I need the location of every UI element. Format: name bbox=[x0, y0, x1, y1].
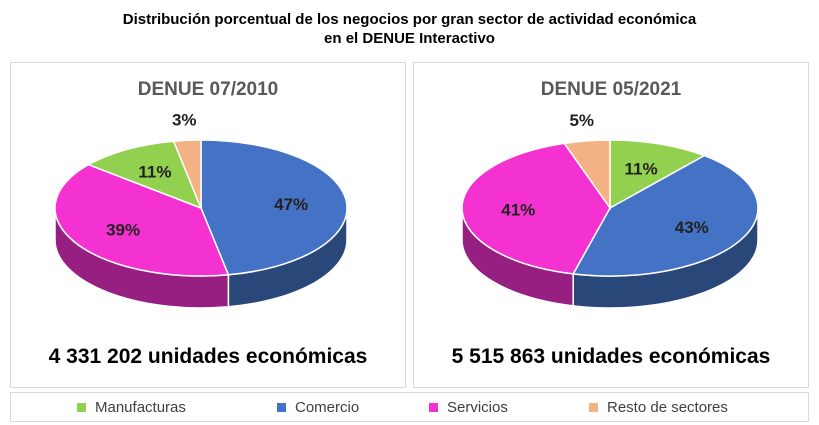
data-label-resto-de-sectores: 5% bbox=[569, 111, 594, 130]
pie-slice-manufacturas bbox=[609, 139, 707, 210]
chart-title: Distribución porcentual de los negocios … bbox=[0, 10, 819, 48]
legend-swatch-servicios bbox=[429, 403, 438, 412]
pie-chart-2021: 11% 43% 41% 5% bbox=[461, 111, 759, 309]
chart-panel-2021: DENUE 05/2021 11% 43% 41% 5% 5 515 863 unid… bbox=[413, 62, 809, 388]
data-label-servicios: 41% bbox=[501, 200, 535, 219]
legend-swatch-comercio bbox=[277, 403, 286, 412]
pie-slice-manufacturas bbox=[86, 140, 203, 210]
data-label-resto-de-sectores: 3% bbox=[172, 110, 197, 129]
pie-slice-comercio bbox=[571, 154, 759, 277]
chart-panel-2010: DENUE 07/2010 47% 39% 11% 3% 4 331 202 unid… bbox=[10, 62, 406, 388]
title-line-1: Distribución porcentual de los negocios … bbox=[122, 11, 697, 28]
data-label-manufacturas: 11% bbox=[625, 159, 658, 178]
data-label-comercio: 43% bbox=[675, 218, 709, 237]
pie-slice-servicios bbox=[461, 142, 611, 275]
data-label-comercio: 47% bbox=[274, 195, 308, 214]
legend-item-servicios: Servicios bbox=[429, 399, 508, 416]
legend: Manufacturas Comercio Servicios Resto de… bbox=[10, 392, 809, 422]
pie-labels: 11% 43% 41% 5% bbox=[501, 111, 709, 237]
legend-item-comercio: Comercio bbox=[277, 399, 359, 416]
units-caption-2021: 5 515 863 unidades económicas bbox=[451, 345, 771, 368]
pie-slice-servicios bbox=[54, 163, 230, 277]
legend-item-manufacturas: Manufacturas bbox=[77, 399, 186, 416]
legend-item-resto: Resto de sectores bbox=[589, 399, 728, 416]
panel-title-2021: DENUE 05/2021 bbox=[540, 79, 682, 100]
pie-top bbox=[54, 139, 348, 277]
pie-labels: 47% 39% 11% 3% bbox=[106, 110, 308, 239]
pie-slice-resto-de-sectores bbox=[172, 139, 202, 209]
data-label-servicios: 39% bbox=[106, 220, 140, 239]
pie-top bbox=[461, 139, 759, 277]
units-caption-2010: 4 331 202 unidades económicas bbox=[48, 345, 368, 368]
title-line-2: en el DENUE Interactivo bbox=[324, 30, 495, 47]
legend-swatch-resto bbox=[589, 403, 598, 412]
legend-swatch-manufacturas bbox=[77, 403, 86, 412]
data-label-manufacturas: 11% bbox=[138, 163, 171, 182]
panel-title-2010: DENUE 07/2010 bbox=[137, 79, 279, 100]
pie-chart-2010: 47% 39% 11% 3% bbox=[54, 110, 348, 309]
title-denue: DENUE bbox=[362, 30, 415, 47]
pie-slice-resto-de-sectores bbox=[562, 139, 611, 211]
pie-slice-comercio bbox=[200, 139, 348, 276]
